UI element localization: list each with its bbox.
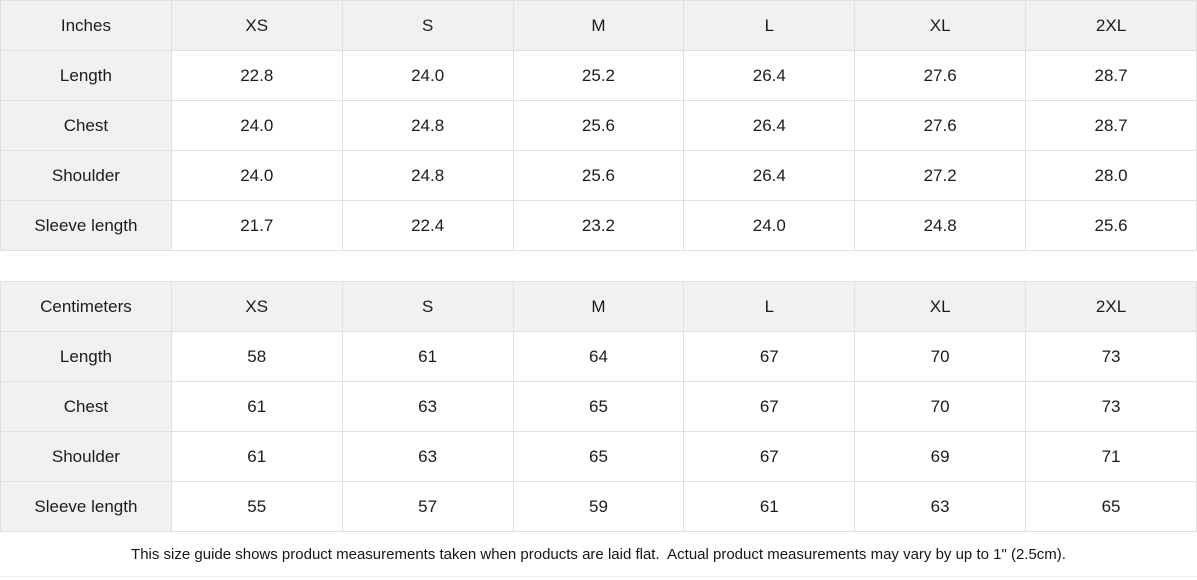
measurement-value-cell: 25.2 bbox=[512, 50, 685, 101]
measurement-value-cell: 65 bbox=[512, 431, 685, 482]
measurement-value-cell: 24.0 bbox=[683, 200, 856, 251]
measurement-value-cell: 22.8 bbox=[170, 50, 343, 101]
measurement-value-cell: 26.4 bbox=[683, 100, 856, 151]
measurement-label-cell: Shoulder bbox=[0, 150, 172, 201]
measurement-value-cell: 24.0 bbox=[341, 50, 514, 101]
measurement-value-cell: 61 bbox=[170, 381, 343, 432]
measurement-label-cell: Chest bbox=[0, 381, 172, 432]
measurement-value-cell: 67 bbox=[683, 331, 856, 382]
measurement-value-cell: 61 bbox=[170, 431, 343, 482]
measurement-row: Sleeve length 55 57 59 61 63 65 bbox=[0, 481, 1197, 532]
measurement-value-cell: 65 bbox=[1025, 481, 1197, 532]
measurement-label-cell: Shoulder bbox=[0, 431, 172, 482]
measurement-value-cell: 71 bbox=[1025, 431, 1197, 482]
measurement-row: Chest 61 63 65 67 70 73 bbox=[0, 381, 1197, 432]
measurement-value-cell: 58 bbox=[170, 331, 343, 382]
measurement-row: Length 58 61 64 67 70 73 bbox=[0, 331, 1197, 382]
measurement-value-cell: 27.6 bbox=[854, 100, 1027, 151]
measurement-value-cell: 25.6 bbox=[1025, 200, 1197, 251]
measurement-value-cell: 21.7 bbox=[170, 200, 343, 251]
measurement-value-cell: 22.4 bbox=[341, 200, 514, 251]
size-header-cell: 2XL bbox=[1025, 0, 1197, 51]
measurement-label-cell: Sleeve length bbox=[0, 200, 172, 251]
measurement-value-cell: 24.8 bbox=[854, 200, 1027, 251]
measurement-value-cell: 67 bbox=[683, 431, 856, 482]
measurement-row: Length 22.8 24.0 25.2 26.4 27.6 28.7 bbox=[0, 50, 1197, 101]
size-table-centimeters: Centimeters XS S M L XL 2XL Length 58 61 64 67 70 73 C… bbox=[0, 281, 1197, 532]
measurement-value-cell: 65 bbox=[512, 381, 685, 432]
measurement-label-cell: Length bbox=[0, 50, 172, 101]
measurement-value-cell: 63 bbox=[341, 381, 514, 432]
measurement-value-cell: 24.8 bbox=[341, 150, 514, 201]
unit-header-cell: Inches bbox=[0, 0, 172, 51]
measurement-row: Chest 24.0 24.8 25.6 26.4 27.6 28.7 bbox=[0, 100, 1197, 151]
measurement-value-cell: 59 bbox=[512, 481, 685, 532]
measurement-value-cell: 70 bbox=[854, 381, 1027, 432]
size-header-cell: L bbox=[683, 281, 856, 332]
size-guide-disclaimer: This size guide shows product measuremen… bbox=[0, 532, 1197, 577]
size-header-cell: 2XL bbox=[1025, 281, 1197, 332]
measurement-value-cell: 27.2 bbox=[854, 150, 1027, 201]
measurement-label-cell: Chest bbox=[0, 100, 172, 151]
measurement-value-cell: 27.6 bbox=[854, 50, 1027, 101]
size-header-row: Centimeters XS S M L XL 2XL bbox=[0, 281, 1197, 332]
measurement-value-cell: 23.2 bbox=[512, 200, 685, 251]
measurement-value-cell: 70 bbox=[854, 331, 1027, 382]
measurement-value-cell: 25.6 bbox=[512, 150, 685, 201]
measurement-label-cell: Sleeve length bbox=[0, 481, 172, 532]
size-header-cell: XL bbox=[854, 281, 1027, 332]
measurement-row: Sleeve length 21.7 22.4 23.2 24.0 24.8 25.6 bbox=[0, 200, 1197, 251]
measurement-value-cell: 63 bbox=[854, 481, 1027, 532]
measurement-value-cell: 24.0 bbox=[170, 100, 343, 151]
size-table-inches: Inches XS S M L XL 2XL Length 22.8 24.0 25.2 26.4 27… bbox=[0, 0, 1197, 251]
measurement-value-cell: 73 bbox=[1025, 331, 1197, 382]
size-header-cell: S bbox=[341, 0, 514, 51]
size-header-cell: S bbox=[341, 281, 514, 332]
measurement-value-cell: 26.4 bbox=[683, 50, 856, 101]
measurement-value-cell: 61 bbox=[341, 331, 514, 382]
size-header-cell: M bbox=[512, 281, 685, 332]
measurement-label-cell: Length bbox=[0, 331, 172, 382]
section-gap bbox=[0, 251, 1197, 281]
measurement-value-cell: 64 bbox=[512, 331, 685, 382]
size-header-cell: L bbox=[683, 0, 856, 51]
measurement-value-cell: 63 bbox=[341, 431, 514, 482]
measurement-value-cell: 28.7 bbox=[1025, 100, 1197, 151]
size-header-cell: XS bbox=[170, 281, 343, 332]
measurement-row: Shoulder 24.0 24.8 25.6 26.4 27.2 28.0 bbox=[0, 150, 1197, 201]
unit-header-cell: Centimeters bbox=[0, 281, 172, 332]
measurement-value-cell: 25.6 bbox=[512, 100, 685, 151]
measurement-value-cell: 57 bbox=[341, 481, 514, 532]
measurement-value-cell: 61 bbox=[683, 481, 856, 532]
measurement-value-cell: 55 bbox=[170, 481, 343, 532]
measurement-value-cell: 28.0 bbox=[1025, 150, 1197, 201]
measurement-value-cell: 67 bbox=[683, 381, 856, 432]
measurement-value-cell: 73 bbox=[1025, 381, 1197, 432]
size-header-cell: XL bbox=[854, 0, 1027, 51]
measurement-row: Shoulder 61 63 65 67 69 71 bbox=[0, 431, 1197, 482]
size-header-cell: XS bbox=[170, 0, 343, 51]
measurement-value-cell: 24.8 bbox=[341, 100, 514, 151]
measurement-value-cell: 28.7 bbox=[1025, 50, 1197, 101]
measurement-value-cell: 26.4 bbox=[683, 150, 856, 201]
size-header-row: Inches XS S M L XL 2XL bbox=[0, 0, 1197, 51]
measurement-value-cell: 69 bbox=[854, 431, 1027, 482]
measurement-value-cell: 24.0 bbox=[170, 150, 343, 201]
size-header-cell: M bbox=[512, 0, 685, 51]
